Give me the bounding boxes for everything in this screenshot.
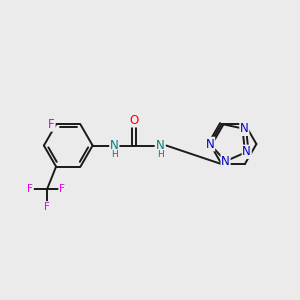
- Text: N: N: [206, 138, 214, 151]
- Text: N: N: [206, 138, 214, 151]
- Text: N: N: [242, 146, 251, 158]
- Text: N: N: [110, 139, 119, 152]
- Text: O: O: [130, 114, 139, 127]
- Text: N: N: [156, 139, 165, 152]
- Text: F: F: [59, 184, 65, 194]
- Text: H: H: [111, 150, 118, 159]
- Text: N: N: [221, 155, 230, 168]
- Text: F: F: [27, 184, 33, 194]
- Text: H: H: [157, 150, 164, 159]
- Text: F: F: [44, 202, 50, 212]
- Text: F: F: [48, 118, 55, 131]
- Text: N: N: [240, 122, 249, 135]
